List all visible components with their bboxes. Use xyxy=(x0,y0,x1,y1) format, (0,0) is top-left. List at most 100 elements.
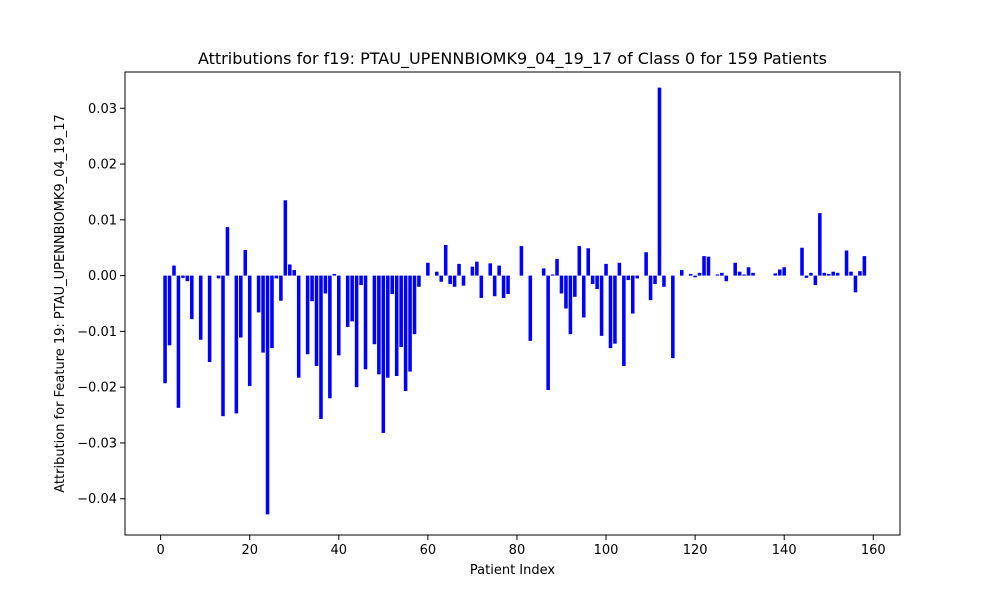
bar-patient-31 xyxy=(296,275,301,378)
bar-patient-25 xyxy=(270,275,274,349)
bar-patient-45 xyxy=(359,275,363,286)
bar-patient-62 xyxy=(435,271,439,276)
bar-patient-70 xyxy=(470,266,475,276)
bars-group xyxy=(163,87,867,515)
bar-patient-71 xyxy=(475,261,479,276)
bar-patient-57 xyxy=(412,275,417,335)
bar-patient-131 xyxy=(742,274,746,276)
bar-patient-52 xyxy=(390,275,395,295)
bar-patient-78 xyxy=(506,275,510,295)
bar-patient-87 xyxy=(546,275,550,390)
bar-patient-46 xyxy=(363,275,368,370)
bar-patient-11 xyxy=(207,275,212,363)
bar-patient-19 xyxy=(243,249,248,276)
bar-patient-22 xyxy=(256,275,261,313)
y-tick-label: 0.02 xyxy=(88,158,117,173)
bar-patient-117 xyxy=(679,270,684,276)
bar-patient-104 xyxy=(622,275,626,366)
bar-patient-7 xyxy=(190,275,194,320)
bar-patient-39 xyxy=(332,273,337,276)
bar-patient-72 xyxy=(479,275,484,298)
bar-patient-23 xyxy=(261,275,265,353)
bar-patient-147 xyxy=(813,275,818,286)
bar-patient-155 xyxy=(849,271,853,276)
bar-patient-88 xyxy=(550,274,555,276)
bar-patient-140 xyxy=(782,267,786,276)
bar-patient-138 xyxy=(773,273,778,276)
y-tick-label: −0.01 xyxy=(77,325,117,340)
bar-patient-152 xyxy=(835,272,840,276)
bar-patient-144 xyxy=(800,247,804,276)
bar-patient-98 xyxy=(595,275,599,289)
bar-patient-149 xyxy=(822,272,827,276)
bar-patient-55 xyxy=(403,275,408,392)
x-tick-label: 20 xyxy=(241,543,258,558)
x-tick-label: 40 xyxy=(331,543,348,558)
bar-patient-119 xyxy=(688,273,693,276)
bar-patient-28 xyxy=(283,200,288,276)
bar-patient-145 xyxy=(804,275,809,278)
bar-patient-27 xyxy=(279,275,283,301)
bar-patient-95 xyxy=(581,275,586,318)
bar-patient-129 xyxy=(733,262,737,276)
bar-patient-15 xyxy=(225,227,230,276)
bar-patient-74 xyxy=(488,263,493,276)
bar-patient-92 xyxy=(568,275,573,335)
bar-patient-14 xyxy=(221,275,225,417)
bar-patient-150 xyxy=(826,273,831,276)
bar-patient-113 xyxy=(662,275,666,287)
bar-patient-132 xyxy=(746,267,751,276)
bar-patient-37 xyxy=(323,275,328,294)
bar-patient-1 xyxy=(163,275,167,384)
bar-patient-97 xyxy=(590,275,595,284)
bar-patient-34 xyxy=(310,275,314,302)
y-tick-label: 0.00 xyxy=(88,269,117,284)
bar-patient-64 xyxy=(443,244,448,276)
y-tick-label: −0.04 xyxy=(77,492,117,507)
bar-patient-65 xyxy=(448,275,452,284)
bar-patient-3 xyxy=(172,265,176,276)
bar-patient-110 xyxy=(648,275,653,301)
bar-patient-56 xyxy=(408,275,412,372)
bar-patient-115 xyxy=(671,275,675,359)
bar-patient-120 xyxy=(693,275,697,278)
bar-patient-112 xyxy=(657,87,662,276)
bar-patient-130 xyxy=(737,271,742,276)
bar-patient-81 xyxy=(519,246,524,276)
bar-patient-77 xyxy=(501,275,506,298)
bar-patient-18 xyxy=(239,275,243,338)
x-tick-label: 120 xyxy=(683,543,708,558)
y-tick-label: 0.01 xyxy=(88,213,117,228)
bar-patient-2 xyxy=(167,275,172,346)
x-tick-label: 60 xyxy=(420,543,437,558)
bar-patient-35 xyxy=(314,275,319,366)
bar-patient-148 xyxy=(818,213,822,276)
bar-patient-53 xyxy=(394,275,399,377)
bar-patient-123 xyxy=(706,256,711,276)
bar-patient-83 xyxy=(528,275,533,341)
ticks-group: 0 20 40 60 80 100 120 140 160 −0.04 −0.03 −0.02 −0.0… xyxy=(77,102,886,558)
x-tick-label: 140 xyxy=(772,543,797,558)
bar-patient-17 xyxy=(234,275,239,414)
x-tick-label: 0 xyxy=(156,543,164,558)
bar-patient-146 xyxy=(809,272,813,276)
bar-patient-54 xyxy=(399,275,403,348)
bar-patient-49 xyxy=(377,275,381,375)
bar-patient-100 xyxy=(604,263,608,276)
bar-patient-50 xyxy=(381,275,386,433)
plot-frame xyxy=(124,71,901,536)
bar-patient-75 xyxy=(492,275,497,297)
bar-patient-156 xyxy=(853,275,858,293)
bar-patient-76 xyxy=(497,265,501,276)
bar-patient-63 xyxy=(439,275,444,282)
bar-patient-107 xyxy=(635,275,639,279)
bar-patient-133 xyxy=(751,272,755,276)
bar-patient-6 xyxy=(185,275,190,282)
y-tick-label: −0.03 xyxy=(77,436,117,451)
bar-patient-44 xyxy=(354,275,359,388)
bar-patient-33 xyxy=(305,275,310,355)
bar-patient-105 xyxy=(626,275,631,281)
bar-patient-5 xyxy=(181,275,185,278)
bar-patient-154 xyxy=(844,250,849,276)
